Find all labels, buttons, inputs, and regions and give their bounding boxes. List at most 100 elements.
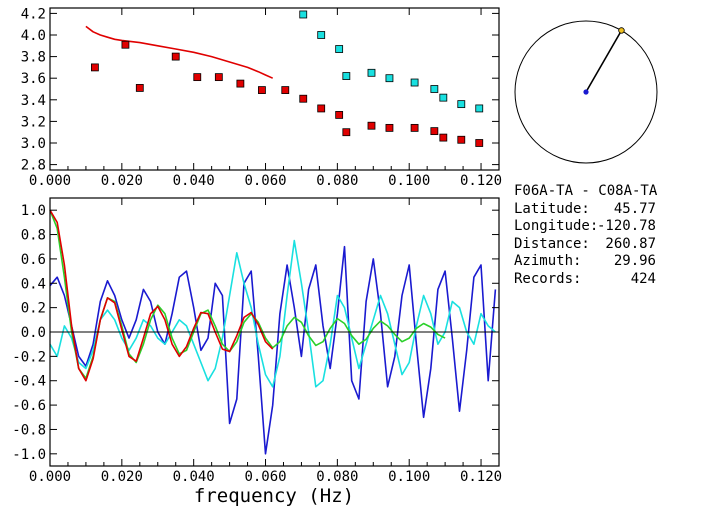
red-series-line (85, 25, 274, 79)
cyan-marker-point (430, 85, 439, 93)
info-row-distance: Distance: 260.87 (514, 236, 700, 254)
info-value: 260.87 (605, 235, 656, 252)
x-tick-label: 0.060 (244, 469, 286, 485)
azimuth-compass (514, 20, 658, 164)
y-tick-label: -0.2 (12, 349, 46, 365)
info-label: Latitude: (514, 200, 590, 217)
station-pair: F06A-TA - C08A-TA (514, 183, 658, 199)
info-label: Distance: (514, 235, 590, 252)
red-marker-point (135, 84, 144, 92)
x-tick-label: 0.040 (173, 173, 215, 189)
cyan-marker-point (299, 10, 308, 19)
y-tick-label: 3.4 (21, 93, 46, 109)
azimuth-needle (585, 30, 623, 93)
red-marker-point (171, 52, 180, 61)
y-tick-label: 0.0 (21, 325, 46, 341)
y-tick-label: 2.8 (21, 158, 46, 174)
y-tick-label: 4.0 (21, 28, 46, 44)
x-tick-label: 0.000 (29, 469, 71, 485)
red-marker-point (430, 127, 439, 136)
red-marker-point (299, 94, 308, 103)
red-series-line (49, 209, 274, 382)
red-marker-point (236, 79, 245, 88)
compass-center-dot (583, 89, 589, 95)
x-axis-title: frequency (Hz) (194, 485, 354, 507)
y-tick-label: -1.0 (12, 447, 46, 463)
x-tick-label: 0.080 (316, 173, 358, 189)
info-value: -120.78 (596, 218, 656, 235)
red-marker-point (214, 73, 223, 82)
compass-circle (514, 20, 658, 164)
info-row-latitude: Latitude: 45.77 (514, 201, 700, 219)
y-tick-label: -0.8 (12, 422, 46, 438)
cyan-series-line (49, 239, 496, 388)
cyan-marker-point (457, 100, 466, 109)
y-tick-label: 1.0 (21, 203, 46, 219)
info-row-records: Records: 424 (514, 271, 700, 289)
y-tick-label: 0.6 (21, 252, 46, 268)
info-label: Records: (514, 270, 582, 287)
cyan-marker-point (385, 74, 394, 83)
x-tick-label: 0.020 (101, 469, 143, 485)
y-tick-label: 3.2 (21, 114, 46, 130)
red-marker-point (439, 133, 448, 142)
y-tick-label: -0.6 (12, 398, 46, 414)
x-tick-label: 0.120 (460, 173, 502, 189)
cyan-marker-point (342, 72, 351, 80)
x-tick-label: 0.040 (173, 469, 215, 485)
y-tick-label: 0.4 (21, 276, 46, 292)
red-marker-point (385, 123, 394, 132)
x-tick-label: 0.080 (316, 469, 358, 485)
info-value: 29.96 (613, 253, 656, 270)
red-marker-point (367, 121, 376, 130)
info-value: 45.77 (613, 200, 656, 217)
station-info-panel: F06A-TA - C08A-TA Latitude: 45.77 Longit… (514, 183, 700, 289)
red-marker-point (193, 73, 202, 82)
cyan-marker-point (317, 31, 326, 39)
y-tick-label: 0.8 (21, 228, 46, 244)
info-row-azimuth: Azimuth: 29.96 (514, 253, 700, 271)
bottom-series-layer (49, 209, 499, 455)
red-marker-point (457, 135, 466, 144)
red-marker-point (475, 139, 484, 147)
top-axes: 0.000 0.020 0.040 0.060 0.080 0.100 0.120 2.8 3.… (21, 6, 502, 189)
red-marker-point (121, 40, 130, 49)
correlation-spectrum-chart: 0.000 0.020 0.040 0.060 0.080 0.100 0.120 1.0 0.… (12, 197, 502, 507)
info-row-longitude: Longitude: -120.78 (514, 218, 700, 236)
x-tick-label: 0.100 (388, 173, 430, 189)
x-tick-label: 0.000 (29, 173, 71, 189)
y-tick-label: 0.2 (21, 301, 46, 317)
info-label: Azimuth: (514, 253, 582, 270)
blue-series-line (49, 245, 497, 455)
x-tick-label: 0.060 (244, 173, 286, 189)
red-marker-point (410, 123, 419, 132)
y-tick-label: -0.4 (12, 374, 46, 390)
y-tick-label: 3.6 (21, 71, 46, 87)
red-marker-point (335, 111, 344, 119)
red-marker-point (91, 63, 99, 72)
red-marker-point (317, 104, 326, 113)
y-tick-label: 4.2 (21, 6, 46, 22)
top-plot-frame (49, 7, 500, 171)
red-marker-point (342, 128, 351, 137)
azimuth-tip-marker (618, 27, 625, 34)
top-series-layer (85, 10, 484, 147)
cyan-marker-point (367, 68, 376, 77)
x-tick-label: 0.020 (101, 173, 143, 189)
station-pair-title: F06A-TA - C08A-TA (514, 183, 700, 201)
x-tick-label: 0.120 (460, 469, 502, 485)
y-tick-label: 3.0 (21, 136, 46, 152)
velocity-dispersion-chart: 0.000 0.020 0.040 0.060 0.080 0.100 0.120 2.8 3.… (21, 6, 502, 189)
cyan-marker-point (335, 45, 344, 53)
info-value: 424 (630, 270, 656, 287)
red-marker-point (258, 86, 266, 94)
info-label: Longitude: (514, 218, 599, 235)
x-tick-label: 0.100 (388, 469, 430, 485)
cyan-marker-point (410, 78, 419, 87)
red-marker-point (281, 86, 290, 94)
bottom-axes: 0.000 0.020 0.040 0.060 0.080 0.100 0.120 1.0 0.… (12, 198, 502, 485)
cyan-marker-point (475, 104, 484, 113)
cyan-marker-point (439, 93, 448, 102)
y-tick-label: 3.8 (21, 50, 46, 66)
